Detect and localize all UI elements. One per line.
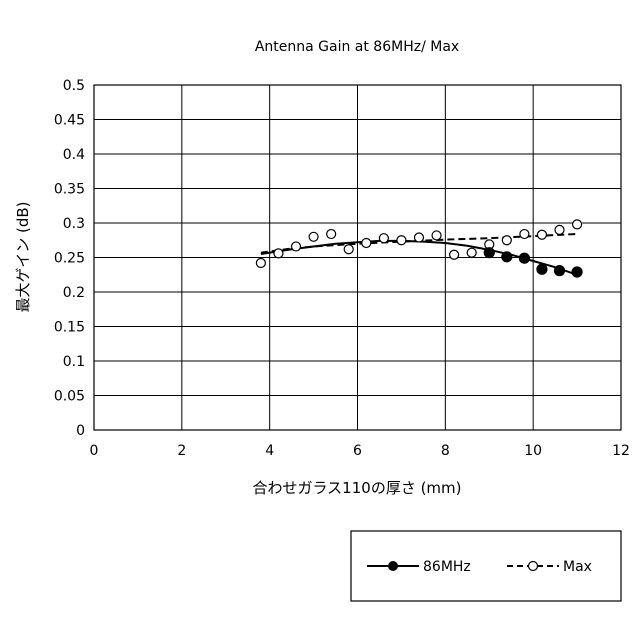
y-tick-label: 0.3 [63,216,85,232]
legend-max-label: Max [563,559,592,575]
legend-86mhz-label: 86MHz [423,559,471,575]
point-86mhz [519,253,529,263]
point-86mhz [555,266,565,276]
x-tick-label: 8 [441,443,450,459]
y-tick-label: 0 [76,423,85,439]
x-tick-label: 4 [265,443,274,459]
point-max [573,220,582,229]
y-tick-label: 0.1 [63,354,85,370]
legend: 86MHz Max [351,531,621,601]
y-tick-label: 0.05 [54,389,85,405]
point-max [502,236,511,245]
point-max [309,232,318,241]
point-max [450,250,459,259]
legend-max-marker [529,562,538,571]
point-max [362,239,371,248]
point-max [555,225,564,234]
point-max [520,230,529,239]
point-max [256,259,265,268]
chart-title: Antenna Gain at 86MHz/ Max [255,39,459,55]
y-tick-label: 0.5 [63,78,85,94]
point-max [379,234,388,243]
y-tick-label: 0.35 [54,182,85,198]
point-max [292,242,301,251]
y-axis-label: 最大ゲイン (dB) [14,202,32,313]
point-86mhz [502,252,512,262]
point-max [432,231,441,240]
point-max [344,245,353,254]
y-tick-label: 0.15 [54,320,85,336]
point-max [327,230,336,239]
point-86mhz [537,264,547,274]
legend-86mhz-marker [389,562,398,571]
y-tick-label: 0.25 [54,251,85,267]
point-max [274,249,283,258]
y-tick-label: 0.45 [54,113,85,129]
point-86mhz [484,248,494,258]
x-tick-label: 2 [177,443,186,459]
chart-grid [94,85,621,430]
y-tick-label: 0.2 [63,285,85,301]
point-max [467,248,476,257]
point-max [537,230,546,239]
x-tick-labels: 0 2 4 6 8 10 12 [90,443,630,459]
point-max [414,233,423,242]
y-tick-label: 0.4 [63,147,85,163]
y-tick-labels: 0 0.05 0.1 0.15 0.2 0.25 0.3 0.35 0.4 0.45 0.5 [54,78,85,439]
x-tick-label: 10 [524,443,542,459]
x-tick-label: 6 [353,443,362,459]
x-tick-label: 12 [612,443,630,459]
point-86mhz [572,267,582,277]
x-tick-label: 0 [90,443,99,459]
point-max [397,236,406,245]
x-axis-label: 合わせガラス110の厚さ (mm) [252,479,461,497]
